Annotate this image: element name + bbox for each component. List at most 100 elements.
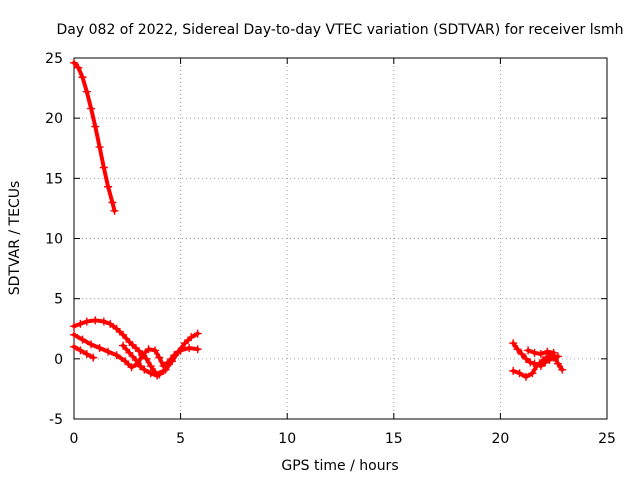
data-point [549,348,558,357]
series-track-h [524,346,558,359]
plot-series [70,58,567,381]
data-point [140,365,149,374]
data-point [513,345,522,354]
data-point [144,345,153,354]
data-point [131,356,140,365]
data-point [539,356,548,365]
data-point [151,346,160,355]
data-point [106,319,115,328]
data-point [82,87,91,96]
x-tick-label: 0 [70,431,79,447]
data-point [121,357,130,366]
data-point [138,351,147,360]
data-point [193,329,202,338]
axes: 0 5 10 15 20 25 -5 0 5 10 15 20 25 [45,51,616,447]
data-point [119,330,128,339]
data-point [82,350,91,359]
series-track-f [509,339,562,371]
y-tick-label: 20 [45,111,63,127]
data-point [70,342,78,351]
series-line [511,353,565,379]
data-point [108,198,117,207]
x-tick-label: 20 [491,431,509,447]
series-track-e [119,341,168,380]
data-point [127,363,136,372]
x-tick-label: 10 [278,431,296,447]
data-point [70,58,78,67]
data-point [536,350,545,359]
grid [74,58,607,419]
data-point [95,344,104,353]
y-tick-label: 0 [54,352,63,368]
data-point [76,319,85,328]
data-point [87,340,96,349]
data-point [146,362,155,371]
series-track-d [70,342,98,362]
data-point [110,206,119,215]
data-point [515,369,524,378]
x-tick-label: 25 [598,431,616,447]
data-point [180,339,189,348]
data-point [146,369,155,378]
data-point [153,371,162,380]
data-point [95,143,104,152]
data-point [125,337,134,346]
data-point [521,372,530,381]
data-point [78,73,87,82]
data-point [131,344,140,353]
data-point [558,365,567,374]
data-point [76,346,85,355]
x-axis-label: GPS time / hours [281,458,398,474]
data-point [530,348,539,357]
data-point [99,163,108,172]
data-point [187,333,196,342]
data-point [70,330,78,339]
y-tick-label: 25 [45,51,63,67]
y-tick-label: 15 [45,171,63,187]
data-point [104,182,113,191]
data-point [91,316,100,325]
data-point [509,366,518,375]
data-point [78,335,87,344]
series-track-c [70,330,202,372]
data-point [524,346,533,355]
data-point [517,350,526,359]
y-tick-label: 5 [54,292,63,308]
data-point [142,354,151,363]
y-axis-label: SDTVAR / TECUs [7,181,23,296]
data-point [193,345,202,354]
data-point [170,351,179,360]
x-tick-label: 15 [385,431,403,447]
data-point [553,359,562,368]
data-point [87,104,96,113]
data-point [185,344,194,353]
data-point [112,324,121,333]
data-point [74,63,83,72]
series-line [72,344,96,360]
data-point [112,351,121,360]
data-point [521,354,530,363]
y-tick-label: 10 [45,232,63,248]
data-point [125,348,134,357]
x-tick-label: 5 [176,431,185,447]
data-point [176,346,185,355]
data-point [82,317,91,326]
data-point [119,341,128,350]
data-point [91,122,100,131]
data-point [543,347,552,356]
data-point [532,362,541,371]
data-point [89,353,98,362]
data-point [528,369,537,378]
data-point [526,358,535,367]
data-point [163,358,172,367]
chart-title: Day 082 of 2022, Sidereal Day-to-day VTE… [57,22,624,38]
data-point [104,347,113,356]
data-point [159,366,168,375]
data-point [136,362,145,371]
data-point [99,317,108,326]
series-track-a [70,58,119,215]
data-point [70,322,78,331]
y-tick-label: -5 [49,412,63,428]
